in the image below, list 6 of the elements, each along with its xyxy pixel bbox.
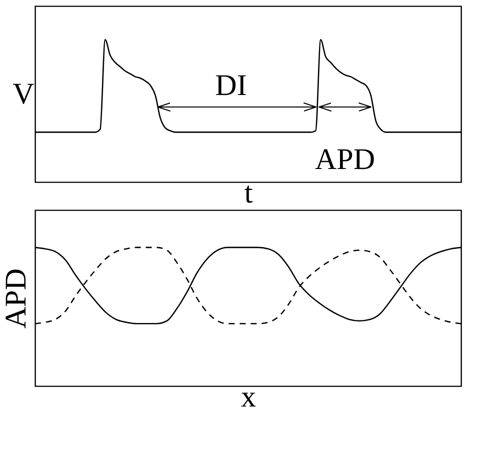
x-axis-title: x [241,380,256,414]
annotation: APD [314,143,376,176]
y-axis-title: APD [0,268,32,329]
annotation: DI [215,69,247,102]
x-axis-title: t [244,176,254,210]
y-axis-title: V [12,78,35,110]
